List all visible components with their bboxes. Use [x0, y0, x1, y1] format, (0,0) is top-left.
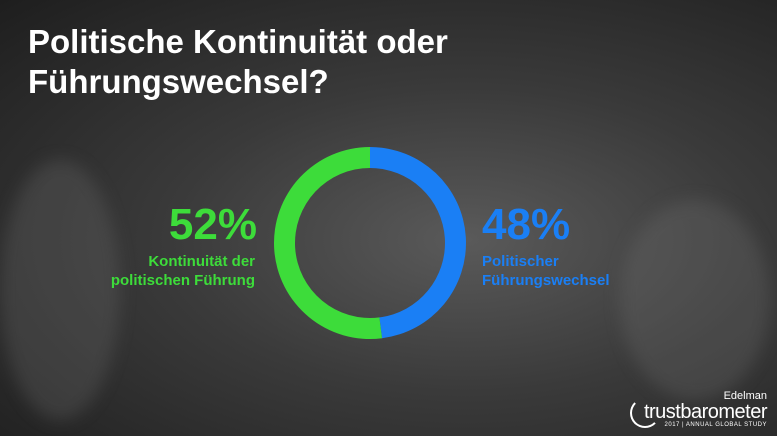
edelman-trustbarometer-logo: Edelman trustbarometer 2017 | ANNUAL GLO… — [629, 390, 768, 428]
logo-name: trustbarometer — [643, 401, 768, 423]
change-percent: 48% — [482, 200, 571, 249]
background-photo — [0, 160, 120, 420]
logo-sub: 2017 | ANNUAL GLOBAL STUDY — [664, 422, 767, 428]
logo-brand: Edelman — [723, 390, 767, 402]
continuity-percent: 52% — [168, 200, 257, 249]
donut-chart — [274, 147, 467, 339]
donut-slice-1 — [274, 147, 383, 339]
background-photo — [620, 200, 770, 400]
change-label: Politischer Führungswechsel — [482, 252, 610, 290]
change-label-line1: Politischer — [482, 253, 559, 270]
page-title: Politische Kontinuität oder Führungswech… — [28, 23, 448, 100]
continuity-label-line1: Kontinuität der — [148, 253, 255, 270]
logo-arc-icon — [629, 398, 660, 428]
continuity-label-line2: politischen Führung — [110, 272, 255, 289]
continuity-label: Kontinuität der politischen Führung — [111, 252, 255, 290]
change-label-line2: Führungswechsel — [482, 272, 610, 289]
donut-slice-0 — [370, 147, 467, 339]
